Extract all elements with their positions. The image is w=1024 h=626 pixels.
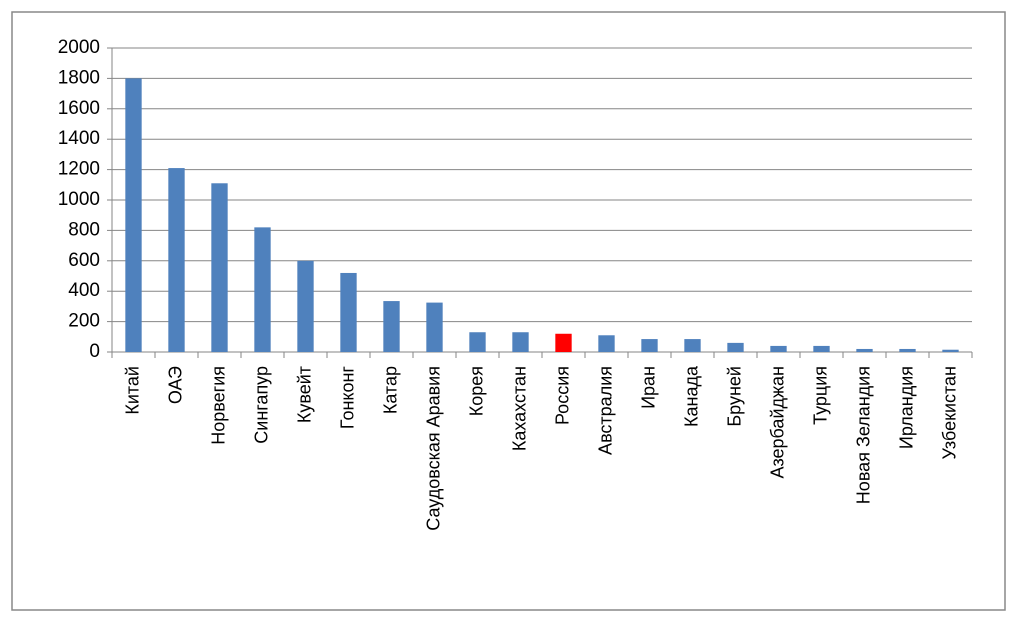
x-tick-label: Сингапур bbox=[251, 366, 271, 444]
bar bbox=[813, 345, 830, 352]
y-tick-label: 800 bbox=[68, 219, 100, 240]
x-tick-label: Новая Зеландия bbox=[853, 366, 873, 504]
bar bbox=[426, 302, 443, 352]
bar bbox=[469, 332, 486, 352]
chart-frame bbox=[11, 11, 1006, 611]
bar bbox=[770, 345, 787, 352]
y-tick-label: 200 bbox=[68, 311, 100, 332]
y-tick-label: 0 bbox=[89, 341, 100, 362]
x-tick-label: Узбекистан bbox=[939, 366, 959, 460]
x-tick-label: Норвегия bbox=[208, 366, 228, 445]
x-tick-label: Бруней bbox=[724, 366, 744, 427]
bar bbox=[899, 348, 916, 352]
bar bbox=[856, 348, 873, 352]
bar bbox=[383, 301, 400, 352]
bar bbox=[254, 227, 271, 352]
y-tick-label: 2000 bbox=[58, 37, 100, 58]
y-tick-label: 1400 bbox=[58, 128, 100, 149]
x-tick-label: Ирландия bbox=[896, 366, 916, 449]
x-tick-label: Саудовская Аравия bbox=[423, 366, 443, 531]
x-tick-label: Кувейт bbox=[294, 366, 314, 423]
y-tick-label: 1200 bbox=[58, 159, 100, 180]
bar bbox=[598, 335, 615, 352]
bar bbox=[211, 183, 228, 352]
x-tick-label: Турция bbox=[810, 366, 830, 425]
bar bbox=[555, 333, 572, 352]
x-tick-label: ОАЭ bbox=[165, 366, 185, 404]
bar bbox=[125, 78, 142, 353]
y-tick-label: 400 bbox=[68, 280, 100, 301]
bar bbox=[168, 168, 185, 352]
x-tick-label: Канада bbox=[681, 365, 701, 427]
bar bbox=[297, 260, 314, 352]
y-tick-label: 1800 bbox=[58, 67, 100, 88]
x-tick-label: Корея bbox=[466, 366, 486, 416]
x-tick-label: Китай bbox=[122, 366, 142, 415]
x-tick-label: Иран bbox=[638, 366, 658, 409]
x-tick-label: Азербайджан bbox=[767, 366, 787, 479]
bar bbox=[727, 342, 744, 352]
bar bbox=[942, 349, 959, 352]
x-tick-label: Катар bbox=[380, 366, 400, 414]
bar bbox=[641, 339, 658, 352]
y-tick-label: 1600 bbox=[58, 98, 100, 119]
x-tick-label: Кахахстан bbox=[509, 366, 529, 451]
x-tick-label: Австралия bbox=[595, 366, 615, 455]
x-tick-label: Гонконг bbox=[337, 366, 357, 430]
y-tick-label: 600 bbox=[68, 250, 100, 271]
bar bbox=[684, 339, 701, 352]
x-tick-label: Россия bbox=[552, 366, 572, 425]
bar bbox=[512, 332, 529, 352]
y-tick-label: 1000 bbox=[58, 189, 100, 210]
bar bbox=[340, 272, 357, 352]
